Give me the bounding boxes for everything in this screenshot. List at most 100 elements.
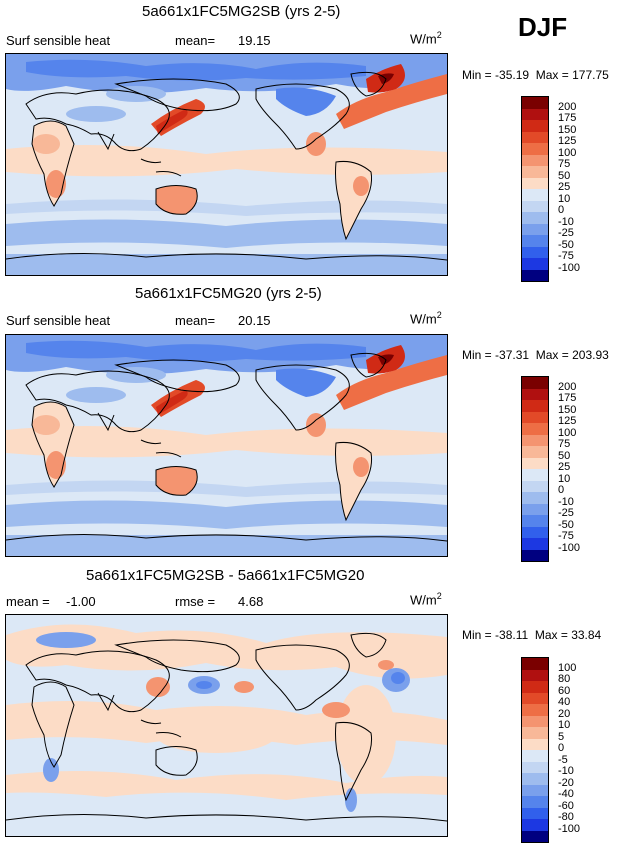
colorbar-swatch — [522, 796, 548, 808]
colorbar-swatch — [522, 143, 548, 155]
colorbar-swatch — [522, 388, 548, 400]
colorbar-swatch — [522, 189, 548, 201]
colorbar-swatch — [522, 400, 548, 412]
panel1-mean-value: 19.15 — [238, 33, 271, 48]
colorbar-swatch — [522, 704, 548, 716]
panel2-max-value: 203.93 — [572, 348, 609, 362]
panel3-colorbar — [521, 657, 549, 843]
colorbar-tick-label: 10 — [558, 472, 571, 485]
colorbar-tick-label: 80 — [558, 673, 571, 685]
panel3-mean-value: -1.00 — [66, 594, 96, 609]
colorbar-swatch — [522, 154, 548, 166]
colorbar-tick-label: 75 — [558, 158, 571, 170]
season-label: DJF — [518, 12, 568, 42]
colorbar-tick-label: -20 — [558, 776, 574, 789]
panel3-min-value: -38.11 — [495, 628, 529, 642]
panel3-map — [5, 614, 448, 837]
colorbar-swatch — [522, 761, 548, 773]
panel2-map — [5, 334, 448, 557]
panel2-minmax: Min = -37.31 Max = 203.93 — [462, 348, 609, 362]
panel1-min-value: -35.19 — [495, 68, 530, 82]
colorbar-swatch — [522, 526, 548, 538]
panel3-units: W/m2 — [410, 591, 442, 608]
panel3-max-value: 33.84 — [571, 628, 602, 642]
colorbar-tick-label: 175 — [558, 392, 577, 404]
colorbar-swatch — [522, 750, 548, 762]
colorbar-tick-label: 75 — [558, 438, 571, 450]
colorbar-swatch — [522, 807, 548, 819]
colorbar-tick-label: -80 — [558, 811, 574, 823]
colorbar-tick-label: -40 — [558, 788, 574, 800]
panel2-variable-label: Surf sensible heat — [6, 313, 111, 328]
colorbar-tick-label: -50 — [558, 518, 574, 531]
colorbar-tick-label: -100 — [558, 261, 581, 274]
colorbar-tick-label: 25 — [558, 461, 571, 473]
colorbar-swatch — [522, 469, 548, 481]
colorbar-tick-label: -25 — [558, 227, 574, 239]
panel3-title: 5a661x1FC5MG2SB - 5a661x1FC5MG20 — [86, 567, 365, 584]
colorbar-swatch — [522, 658, 548, 670]
colorbar-swatch — [522, 258, 548, 270]
colorbar-tick-label: 10 — [558, 192, 571, 205]
colorbar-tick-label: 10 — [558, 719, 571, 731]
colorbar-tick-label: 200 — [558, 380, 577, 393]
colorbar-swatch — [522, 830, 548, 842]
colorbar-swatch — [522, 480, 548, 492]
colorbar-swatch — [522, 131, 548, 143]
panel2-mean-value: 20.15 — [238, 313, 271, 328]
panel1-minmax: Min = -35.19 Max = 177.75 — [462, 68, 609, 82]
colorbar-tick-label: 20 — [558, 707, 571, 720]
colorbar-tick-label: -60 — [558, 799, 574, 812]
colorbar-swatch — [522, 773, 548, 785]
panel2-mean-label: mean= — [175, 313, 216, 328]
colorbar-swatch — [522, 549, 548, 561]
colorbar-tick-label: 100 — [558, 146, 577, 159]
colorbar-swatch — [522, 246, 548, 258]
colorbar-tick-label: -75 — [558, 530, 574, 542]
colorbar-tick-label: 50 — [558, 449, 571, 462]
colorbar-swatch — [522, 434, 548, 446]
colorbar-swatch — [522, 457, 548, 469]
colorbar-tick-label: 100 — [558, 426, 577, 439]
colorbar-swatch — [522, 120, 548, 132]
colorbar-tick-label: 60 — [558, 684, 571, 697]
colorbar-swatch — [522, 738, 548, 750]
colorbar-swatch — [522, 269, 548, 281]
panel2-units: W/m2 — [410, 310, 442, 327]
colorbar-swatch — [522, 177, 548, 189]
colorbar-tick-label: -10 — [558, 765, 574, 777]
panel2-map-field — [6, 335, 447, 556]
panel3-mean-label: mean = — [6, 594, 50, 609]
colorbar-swatch — [522, 212, 548, 224]
panel2-colorbar — [521, 376, 549, 562]
colorbar-swatch — [522, 669, 548, 681]
panel1-colorbar — [521, 96, 549, 282]
colorbar-swatch — [522, 715, 548, 727]
panel1-map-field — [6, 54, 447, 275]
colorbar-swatch — [522, 727, 548, 739]
panel3-rmse-value: 4.68 — [238, 594, 264, 609]
panel3-map-field — [6, 615, 447, 836]
panel1-units: W/m2 — [410, 30, 442, 47]
colorbar-tick-label: 200 — [558, 100, 577, 113]
colorbar-tick-label: 0 — [558, 742, 565, 754]
colorbar-tick-label: 40 — [558, 696, 571, 708]
colorbar-swatch — [522, 200, 548, 212]
colorbar-tick-label: -10 — [558, 215, 574, 228]
colorbar-tick-label: 25 — [558, 181, 571, 193]
colorbar-tick-label: 150 — [558, 123, 577, 136]
colorbar-swatch — [522, 503, 548, 515]
colorbar-swatch — [522, 423, 548, 435]
colorbar-swatch — [522, 166, 548, 178]
colorbar-swatch — [522, 784, 548, 796]
colorbar-tick-label: -25 — [558, 507, 574, 519]
colorbar-tick-label: 125 — [558, 135, 577, 147]
colorbar-tick-label: -5 — [558, 753, 568, 766]
colorbar-swatch — [522, 411, 548, 423]
colorbar-tick-label: -10 — [558, 495, 574, 508]
colorbar-swatch — [522, 538, 548, 550]
colorbar-swatch — [522, 223, 548, 235]
panel2-min-value: -37.31 — [495, 348, 530, 362]
panel1-title: 5a661x1FC5MG2SB (yrs 2-5) — [142, 3, 341, 20]
colorbar-tick-label: 0 — [558, 204, 565, 216]
